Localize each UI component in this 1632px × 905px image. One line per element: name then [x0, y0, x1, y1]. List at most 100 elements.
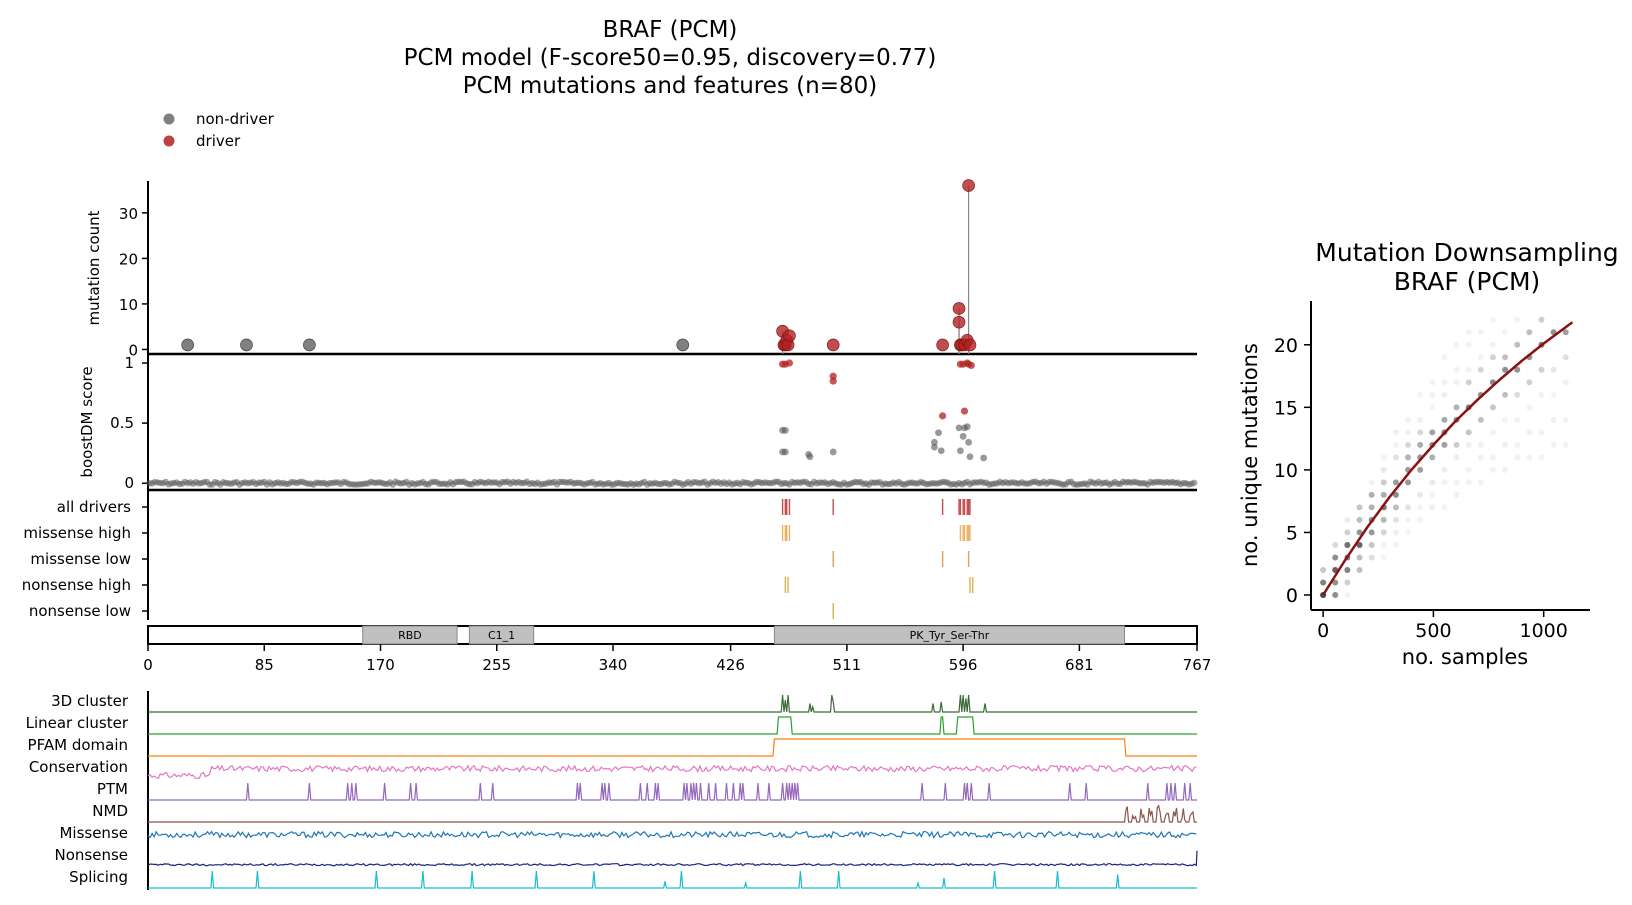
- ds-dot: [1368, 504, 1375, 511]
- boostdm-y-label: boostDM score: [78, 366, 96, 477]
- domain-box: [468, 625, 535, 645]
- needle-point-driver: [936, 338, 949, 352]
- boostdm-ytick-label: 1: [124, 354, 134, 372]
- ds-dot: [1550, 391, 1557, 398]
- track-label: nonsense high: [22, 576, 131, 594]
- x-tick-label: 511: [833, 656, 862, 674]
- x-tick-label: 255: [482, 656, 511, 674]
- ds-dot: [1405, 441, 1412, 448]
- needle-point-driver: [952, 302, 966, 315]
- ds-x-label: no. samples: [1402, 645, 1528, 669]
- ds-dot: [1429, 404, 1436, 411]
- ds-dot: [1405, 454, 1412, 461]
- x-tick-label: 85: [255, 656, 274, 674]
- ds-dot: [1526, 379, 1533, 386]
- legend-label-driver: driver: [196, 132, 241, 150]
- ds-dot: [1489, 341, 1496, 348]
- ds-dot: [1332, 591, 1339, 598]
- boostdm-baseline-points: [146, 478, 1198, 488]
- ds-dot: [1502, 416, 1509, 423]
- boostdm-panel: boostDM score 00.51: [78, 354, 1198, 492]
- track-label: all drivers: [57, 498, 131, 516]
- ds-dot: [1489, 429, 1496, 436]
- feature-line: [148, 738, 1197, 757]
- boostdm-point-mid: [935, 429, 942, 437]
- ds-dot: [1368, 541, 1375, 548]
- ds-dot: [1453, 366, 1460, 373]
- boostdm-point-baseline: [1191, 479, 1198, 486]
- feature-label: Nonsense: [55, 846, 129, 864]
- needle-point-non-driver: [303, 338, 316, 352]
- x-tick-label: 681: [1065, 656, 1094, 674]
- ds-xtick-label: 0: [1317, 620, 1329, 642]
- ds-dot: [1356, 566, 1363, 573]
- ds-dot: [1465, 379, 1472, 386]
- ds-dot: [1453, 479, 1460, 486]
- x-tick-label: 426: [716, 656, 745, 674]
- ds-dot: [1441, 466, 1448, 473]
- ds-dot: [1344, 566, 1351, 573]
- ds-xtick-label: 500: [1415, 620, 1451, 642]
- needle-y-label: mutation count: [85, 210, 103, 325]
- ds-dot: [1550, 441, 1557, 448]
- boostdm-point-high: [829, 377, 837, 385]
- ds-dot: [1489, 404, 1496, 411]
- needle-point-non-driver: [181, 338, 194, 352]
- ds-dot: [1550, 416, 1557, 423]
- ds-dot: [1392, 491, 1399, 498]
- ds-dot: [1514, 441, 1521, 448]
- ds-dot: [1332, 541, 1339, 548]
- ds-dot: [1344, 591, 1351, 598]
- ds-dot: [1429, 429, 1436, 436]
- ds-dot: [1405, 529, 1412, 536]
- ds-ytick-label: 5: [1286, 522, 1298, 544]
- ds-dot: [1405, 504, 1412, 511]
- ds-dot: [1441, 379, 1448, 386]
- feature-label: NMD: [92, 802, 128, 820]
- boostdm-point-mid: [931, 438, 938, 446]
- ds-dot: [1441, 504, 1448, 511]
- legend: non-driver driver: [163, 110, 275, 150]
- ds-dot: [1453, 379, 1460, 386]
- ds-sample-dots: [1320, 316, 1569, 598]
- ds-dot: [1526, 329, 1533, 336]
- ds-dot: [1356, 554, 1363, 561]
- ds-dot: [1368, 554, 1375, 561]
- ds-dot: [1356, 504, 1363, 511]
- ds-dot: [1356, 566, 1363, 573]
- feature-panel: 3D cluster Linear cluster PFAM domain Conse…: [26, 691, 1198, 890]
- ds-dot: [1380, 529, 1387, 536]
- feature-line: [148, 804, 1197, 823]
- feature-label: PFAM domain: [28, 736, 128, 754]
- ds-dot: [1441, 441, 1448, 448]
- ds-dot: [1429, 479, 1436, 486]
- ds-dot: [1392, 529, 1399, 536]
- ds-dot: [1538, 429, 1545, 436]
- boostdm-point-high: [785, 359, 794, 367]
- title-line-2: PCM model (F-score50=0.95, discovery=0.7…: [404, 45, 937, 71]
- ds-dot: [1417, 516, 1424, 523]
- boostdm-y-ticks: 00.51: [110, 354, 148, 492]
- ds-dot: [1502, 329, 1509, 336]
- ds-dot: [1344, 529, 1351, 536]
- feature-line: [147, 830, 1197, 839]
- ds-dot: [1405, 516, 1412, 523]
- boostdm-point-mid: [781, 448, 789, 456]
- ds-dot: [1429, 491, 1436, 498]
- ds-dot: [1320, 579, 1327, 586]
- ds-dot: [1441, 391, 1448, 398]
- ds-dot: [1502, 391, 1509, 398]
- feature-label: Linear cluster: [26, 714, 129, 732]
- main-title: BRAF (PCM) PCM model (F-score50=0.95, di…: [404, 17, 937, 99]
- ds-dot: [1441, 354, 1448, 361]
- boostdm-point-mid: [959, 432, 967, 440]
- feature-line: [148, 716, 1197, 735]
- ds-dot: [1562, 354, 1569, 361]
- ds-dot: [1514, 454, 1521, 461]
- ds-dot: [1392, 454, 1399, 461]
- needle-panel: mutation count 0 10 20 30: [85, 179, 1197, 359]
- ds-dot: [1453, 454, 1460, 461]
- boostdm-point-high: [939, 412, 947, 420]
- ds-dot: [1489, 354, 1496, 361]
